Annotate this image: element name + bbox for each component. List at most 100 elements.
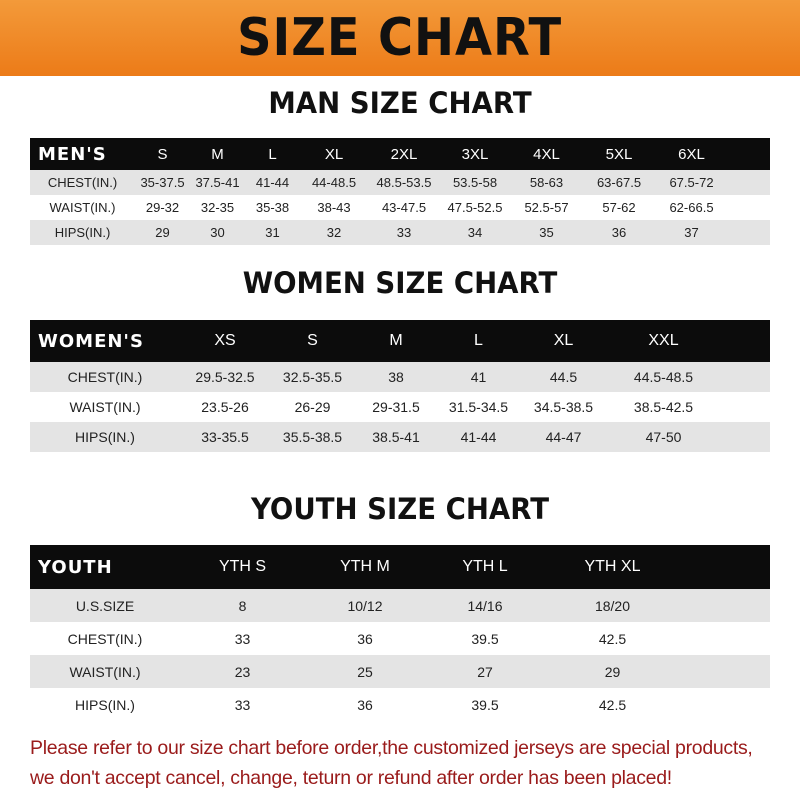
- table-cell: 39.5: [471, 696, 499, 713]
- row-label: WAIST(IN.): [69, 399, 141, 415]
- table-cell: 35.5-38.5: [282, 429, 343, 445]
- table-row: CHEST(IN.) 33 36 39.5 42.5: [30, 622, 770, 655]
- table-cell: 10/12: [347, 597, 383, 614]
- table-cell: 41-44: [255, 175, 290, 190]
- table-cell: XXL: [648, 332, 679, 349]
- table-cell: 33: [234, 630, 251, 647]
- table-cell: 35-37.5: [140, 175, 185, 190]
- table-cell: 34.5-38.5: [533, 399, 594, 415]
- table-cell: 41: [470, 369, 487, 385]
- table-cell: 14/16: [467, 597, 503, 614]
- table-cell: 8: [238, 597, 247, 614]
- table-row: HIPS(IN.) 33-35.5 35.5-38.5 38.5-41 41-44 44-…: [30, 422, 770, 452]
- order-notice: Please refer to our size chart before or…: [30, 733, 790, 793]
- table-cell: 33: [234, 696, 251, 713]
- table-title-cell: MEN'S: [38, 143, 107, 165]
- table-cell: 48.5-53.5: [376, 175, 432, 190]
- table-cell: 58-63: [529, 175, 564, 190]
- table-cell: 31.5-34.5: [448, 399, 509, 415]
- table-cell: S: [157, 145, 168, 163]
- table-cell: L: [268, 145, 277, 163]
- table-cell: 5XL: [605, 145, 633, 163]
- table-cell: 32.5-35.5: [282, 369, 343, 385]
- table-cell: 37.5-41: [195, 175, 240, 190]
- header-row: YOUTH YTH S YTH M YTH L YTH XL: [30, 545, 770, 589]
- table-row: CHEST(IN.) 29.5-32.5 32.5-35.5 38 41 44.5 44.5…: [30, 362, 770, 392]
- table-row: CHEST(IN.) 35-37.5 37.5-41 41-44 44-48.5 48.5…: [30, 170, 770, 195]
- row-label: HIPS(IN.): [54, 225, 111, 240]
- table-cell: 35: [539, 225, 554, 240]
- row-label: CHEST(IN.): [47, 175, 118, 190]
- table-cell: 3XL: [461, 145, 489, 163]
- row-label: HIPS(IN.): [75, 429, 135, 445]
- table-cell: 2XL: [390, 145, 418, 163]
- table-cell: 38: [388, 369, 404, 385]
- table-cell: 23.5-26: [201, 399, 249, 415]
- table-cell: 33: [396, 225, 412, 240]
- table-cell: 32-35: [200, 200, 235, 215]
- table-cell: XL: [553, 332, 574, 349]
- table-cell: 4XL: [533, 145, 560, 163]
- table-cell: S: [307, 332, 318, 349]
- table-cell: 18/20: [594, 597, 631, 614]
- table-cell: 37: [684, 225, 699, 240]
- table-cell: 44-47: [545, 429, 582, 445]
- table-title-cell: YOUTH: [38, 556, 113, 578]
- table-cell: 35-38: [255, 200, 290, 215]
- youth-chart-title: YOUTH SIZE CHART: [250, 492, 550, 526]
- table-cell: YTH S: [218, 558, 267, 575]
- men-chart-title: MAN SIZE CHART: [268, 86, 532, 120]
- table-cell: YTH L: [462, 558, 508, 575]
- table-cell: 57-62: [602, 200, 636, 215]
- table-cell: 47-50: [645, 429, 682, 445]
- table-cell: 43-47.5: [381, 200, 427, 215]
- table-cell: 44.5-48.5: [633, 369, 694, 385]
- table-cell: 29-31.5: [372, 399, 420, 415]
- table-cell: 38.5-42.5: [633, 399, 694, 415]
- table-cell: 53.5-58: [452, 175, 498, 190]
- table-cell: 36: [611, 225, 627, 240]
- header-row: WOMEN'S XS S M L XL XXL: [30, 320, 770, 362]
- table-cell: 42.5: [598, 696, 627, 713]
- table-cell: 30: [210, 225, 225, 240]
- row-label: WAIST(IN.): [49, 200, 116, 215]
- table-cell: 29.5-32.5: [195, 369, 255, 385]
- table-row: HIPS(IN.) 29 30 31 32 33 34 35 36 37: [30, 220, 770, 245]
- table-cell: YTH XL: [584, 558, 641, 575]
- women-size-table: WOMEN'S XS S M L XL XXL CHEST(IN.) 29.5-32.5 32.5…: [30, 320, 770, 452]
- table-title-cell: WOMEN'S: [38, 330, 144, 352]
- table-row: WAIST(IN.) 29-32 32-35 35-38 38-43 43-47.5 47.…: [30, 195, 770, 220]
- table-cell: 52.5-57: [524, 200, 569, 215]
- table-cell: L: [474, 332, 483, 349]
- table-cell: XL: [324, 145, 344, 163]
- row-label: CHEST(IN.): [67, 369, 143, 385]
- table-cell: 23: [234, 663, 251, 680]
- women-chart-title: WOMEN SIZE CHART: [242, 266, 558, 300]
- table-cell: 34: [467, 225, 483, 240]
- table-cell: 27: [477, 663, 493, 680]
- table-cell: 36: [357, 630, 373, 647]
- size-chart-banner: SIZE CHART: [0, 0, 800, 76]
- table-cell: 42.5: [598, 630, 627, 647]
- table-cell: 33-35.5: [201, 429, 249, 445]
- table-cell: 67.5-72: [669, 175, 714, 190]
- table-cell: 29-32: [145, 200, 180, 215]
- table-cell: 47.5-52.5: [447, 200, 503, 215]
- table-cell: M: [211, 145, 224, 163]
- table-cell: 62-66.5: [669, 200, 714, 215]
- table-cell: 32: [326, 225, 342, 240]
- table-cell: 6XL: [678, 145, 705, 163]
- table-cell: YTH M: [340, 558, 390, 575]
- table-cell: 31: [265, 225, 280, 240]
- table-cell: 36: [357, 696, 373, 713]
- table-cell: 39.5: [471, 630, 499, 647]
- banner-title: SIZE CHART: [237, 8, 563, 68]
- table-row: WAIST(IN.) 23.5-26 26-29 29-31.5 31.5-34.5 34…: [30, 392, 770, 422]
- row-label: HIPS(IN.): [75, 696, 135, 713]
- table-row: WAIST(IN.) 23 25 27 29: [30, 655, 770, 688]
- table-cell: 44-48.5: [311, 175, 357, 190]
- header-row: MEN'S S M L XL 2XL 3XL 4XL 5XL 6XL: [30, 138, 770, 170]
- table-cell: 38-43: [317, 200, 351, 215]
- youth-size-table: YOUTH YTH S YTH M YTH L YTH XL U.S.SIZE 8 10/12…: [30, 545, 770, 721]
- row-label: U.S.SIZE: [75, 597, 135, 614]
